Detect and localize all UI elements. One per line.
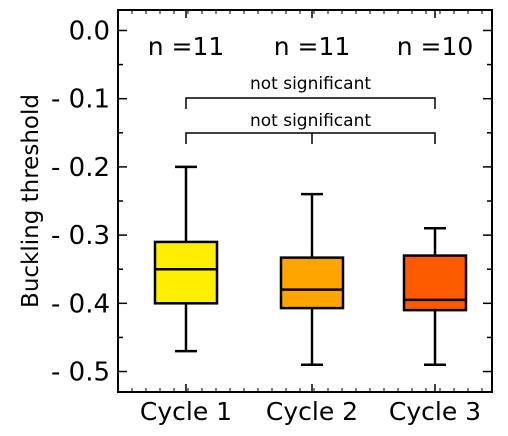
- y-tick-label: 0.0: [69, 16, 110, 46]
- significance-label: not significant: [250, 111, 371, 131]
- y-tick-label: - 0.5: [51, 358, 110, 388]
- box-2: [279, 256, 345, 310]
- x-tick-label: Cycle 3: [389, 397, 481, 426]
- significance-bracket-outer: [185, 97, 436, 109]
- x-tick-label: Cycle 2: [266, 397, 358, 426]
- y-tick-label: - 0.3: [51, 221, 110, 251]
- y-tick-label: - 0.1: [51, 85, 110, 115]
- box-3: [402, 254, 468, 312]
- y-tick-label: - 0.4: [51, 289, 110, 319]
- n-label: n =10: [397, 32, 474, 61]
- significance-label: not significant: [250, 74, 371, 94]
- x-tick-label: Cycle 1: [140, 397, 232, 426]
- n-label: n =11: [148, 32, 225, 61]
- significance-bracket-inner: [185, 132, 436, 144]
- box-1: [153, 240, 219, 305]
- y-axis-label: Buckling threshold: [18, 94, 44, 308]
- n-label: n =11: [274, 32, 351, 61]
- y-tick-label: - 0.2: [51, 153, 110, 183]
